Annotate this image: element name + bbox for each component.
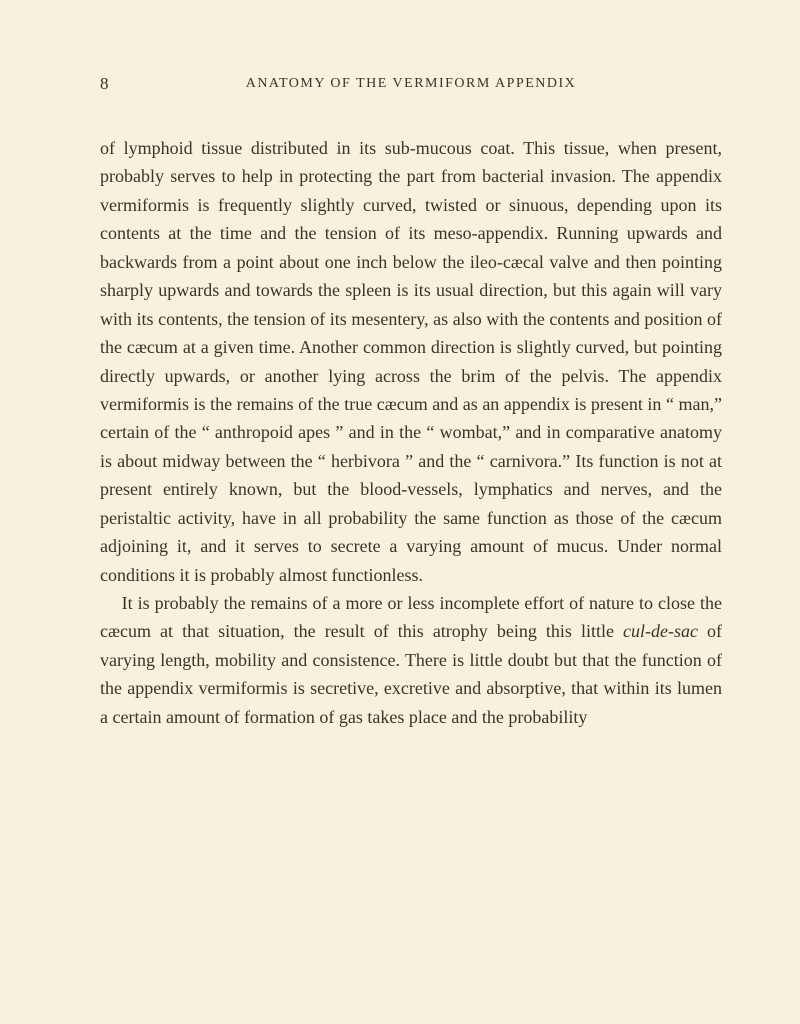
paragraph-1: of lymphoid tissue distributed in its su…	[100, 134, 722, 589]
body-text: of lymphoid tissue distributed in its su…	[100, 134, 722, 731]
italic-phrase: cul-de-sac	[623, 621, 698, 641]
running-header: ANATOMY OF THE VERMIFORM APPENDIX	[100, 74, 722, 92]
page-number: 8	[100, 74, 109, 94]
paragraph-2: It is probably the remains of a more or …	[100, 589, 722, 731]
page-container: 8 ANATOMY OF THE VERMIFORM APPENDIX of l…	[0, 0, 800, 1024]
